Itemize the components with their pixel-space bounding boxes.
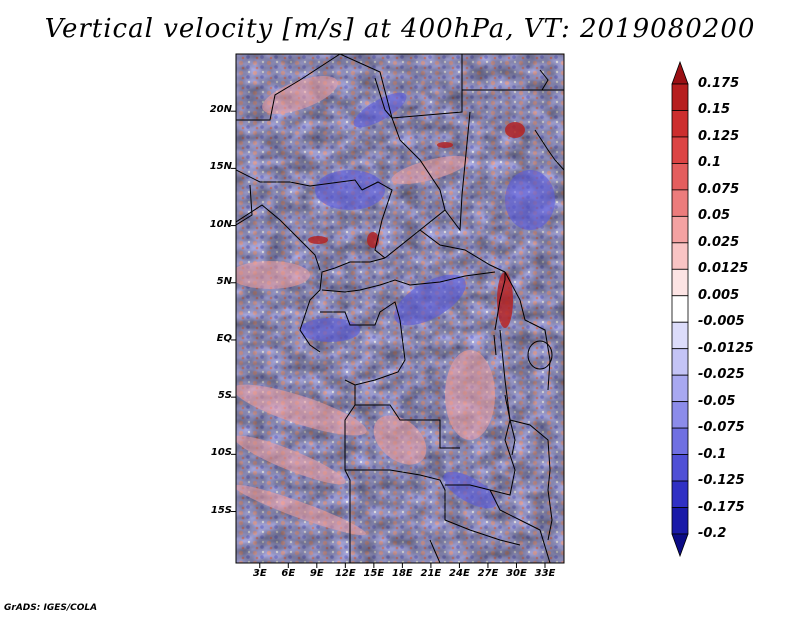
colorbar-label: 0.025 — [698, 234, 740, 250]
colorbar-swatch — [671, 374, 689, 403]
axis-ticks — [231, 110, 546, 568]
lat-label: 5N — [216, 275, 232, 287]
colorbar-swatch — [671, 533, 689, 558]
country-boundaries — [236, 54, 564, 563]
colorbar-label: 0.05 — [698, 208, 731, 224]
lat-label: 15S — [210, 504, 232, 516]
colorbar-swatch — [671, 295, 689, 323]
lon-label: 6E — [281, 568, 296, 579]
lon-label: 9E — [309, 568, 324, 579]
map-frame — [235, 53, 565, 564]
map-title: Vertical velocity [m/s] at 400hPa, VT: 2… — [44, 14, 756, 44]
shaded-field — [236, 54, 564, 563]
lat-label: EQ — [216, 332, 232, 344]
lat-label: 20N — [209, 104, 232, 116]
lon-label: 15E — [363, 568, 385, 579]
colorbar-swatch — [671, 60, 689, 85]
colorbar-swatch — [671, 163, 689, 191]
lon-label: 24E — [449, 568, 470, 579]
colorbar-label: 0.125 — [698, 128, 740, 144]
colorbar-swatch — [671, 189, 689, 217]
colorbar-label: 0.15 — [698, 102, 731, 118]
colorbar-swatch — [671, 110, 689, 138]
colorbar-swatch — [671, 427, 689, 455]
lat-label: 10S — [210, 447, 232, 459]
colorbar-swatch — [671, 321, 689, 350]
colorbar-label: -0.075 — [698, 420, 745, 436]
colorbar-swatch — [671, 215, 689, 244]
colorbar-label: -0.2 — [698, 526, 727, 541]
colorbar-swatch — [671, 136, 689, 164]
colorbar-label: 0.005 — [698, 287, 740, 303]
lat-label: 15N — [209, 161, 232, 173]
colorbar-swatch — [671, 401, 689, 429]
lon-label: 21E — [420, 568, 442, 579]
colorbar-label: -0.175 — [698, 499, 745, 515]
lat-label: 5S — [217, 390, 232, 402]
colorbar-label: 0.075 — [698, 181, 740, 197]
lon-label: 18E — [392, 568, 413, 579]
colorbar-label: -0.125 — [698, 473, 745, 489]
colorbar-swatch — [671, 454, 689, 482]
colorbar-label: 0.1 — [698, 155, 722, 171]
lon-label: 30E — [506, 568, 527, 579]
lon-label: 12E — [334, 568, 356, 579]
colorbar-swatch — [671, 348, 689, 376]
colorbar-label: -0.005 — [698, 314, 745, 330]
colorbar-label: 0.175 — [698, 76, 740, 91]
colorbar-label: -0.05 — [698, 393, 736, 409]
colorbar-label: -0.1 — [698, 446, 727, 462]
colorbar-swatch — [671, 83, 689, 111]
colorbar-swatch — [671, 507, 689, 535]
colorbar-label: -0.0125 — [698, 340, 754, 356]
colorbar-swatch — [671, 268, 689, 297]
lon-label: 33E — [534, 568, 556, 579]
lon-label: 27E — [477, 568, 499, 579]
lat-label: 10N — [209, 218, 232, 230]
lon-label: 3E — [252, 568, 267, 579]
colorbar-label: 0.0125 — [698, 261, 749, 277]
colorbar-swatch — [671, 242, 689, 270]
colorbar-label: -0.025 — [698, 367, 745, 383]
grads-credit: GrADS: IGES/COLA — [4, 603, 98, 613]
colorbar-swatch — [671, 480, 689, 508]
